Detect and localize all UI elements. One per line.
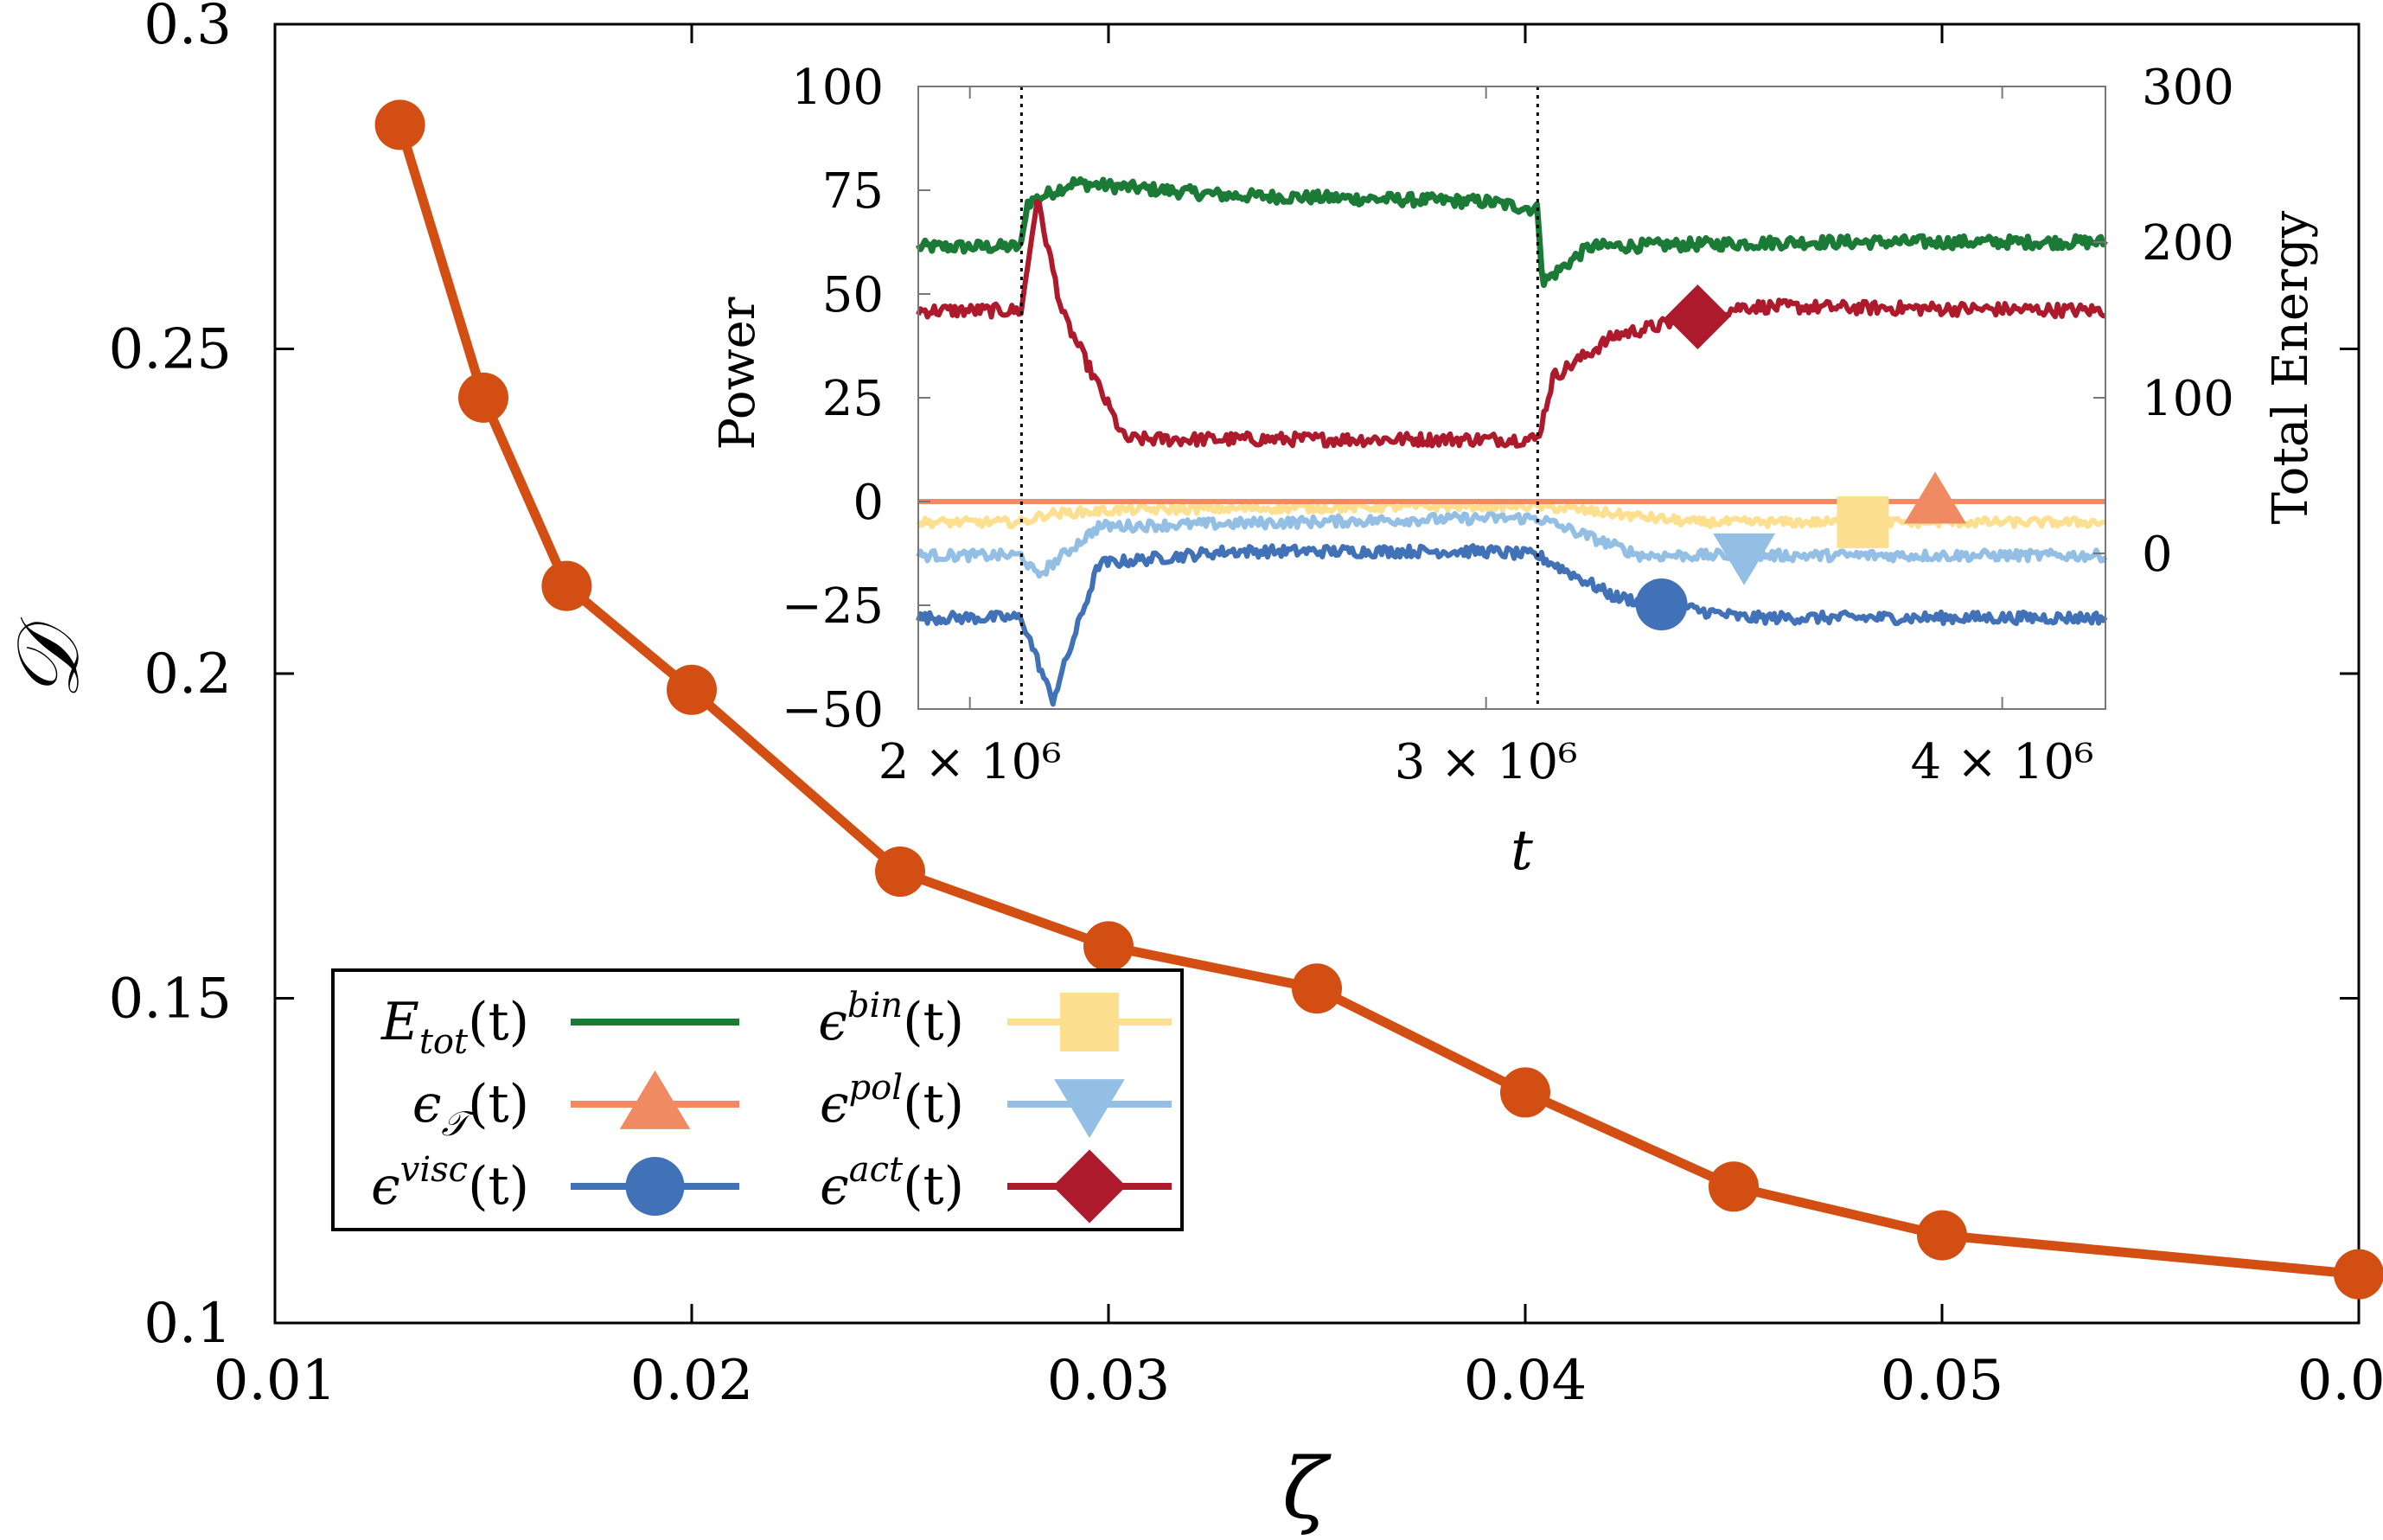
legend-items: Etot(t)ϵ𝒯(t)ϵvisc(t)ϵbin(t)ϵpol(t)ϵact(t… xyxy=(371,986,1172,1224)
main-data-point xyxy=(1500,1067,1550,1118)
main-data-point xyxy=(1292,963,1342,1014)
main-x-axis-label: ζ xyxy=(1282,1441,1332,1537)
main-data-point xyxy=(1083,921,1134,972)
legend-marker xyxy=(1054,1079,1125,1139)
main-data-point xyxy=(1709,1161,1759,1212)
inset-y-ticks: −50 −25 0 25 50 75 100 xyxy=(782,60,930,738)
legend-marker xyxy=(1052,1149,1127,1224)
legend-label-arg: (t) xyxy=(468,992,529,1052)
legend-marker xyxy=(1060,993,1119,1051)
main-x-tick-label: 0.04 xyxy=(1464,1349,1588,1413)
legend-label: ϵ𝒯(t) xyxy=(412,1074,529,1144)
main-data-point xyxy=(875,847,925,898)
legend-label-main: ϵ xyxy=(371,1156,400,1217)
legend-label-arg: (t) xyxy=(903,1074,964,1134)
legend: Etot(t)ϵ𝒯(t)ϵvisc(t)ϵbin(t)ϵpol(t)ϵact(t… xyxy=(331,968,1184,1231)
main-x-tick-label: 0.05 xyxy=(1881,1349,2004,1413)
legend-label-arg: (t) xyxy=(468,1156,529,1217)
main-y-ticks: 0.1 0.15 0.2 0.25 0.3 xyxy=(109,0,2359,1356)
legend-label: ϵbin(t) xyxy=(818,986,964,1052)
legend-label-superscript: bin xyxy=(847,986,903,1026)
inset-y2-ticks: 0 100 200 300 xyxy=(2093,60,2234,583)
inset-x-tick-label: 2 × 10⁶ xyxy=(878,734,1062,790)
legend-label-main: ϵ xyxy=(412,1074,442,1134)
legend-label-main: ϵ xyxy=(820,1156,849,1217)
legend-label: ϵact(t) xyxy=(820,1150,964,1217)
main-data-point xyxy=(1917,1210,1967,1261)
inset-series-marker xyxy=(1904,471,1967,524)
main-x-tick-label: 0.01 xyxy=(214,1349,337,1413)
main-series xyxy=(374,99,2383,1300)
legend-marker xyxy=(625,1157,685,1216)
main-x-ticks: 0.01 0.02 0.03 0.04 0.05 0.06 xyxy=(214,24,2383,1413)
inset-series-line xyxy=(915,176,2108,288)
main-y-axis-label: 𝒟 xyxy=(0,617,99,700)
inset-y-tick-label: 50 xyxy=(822,267,884,323)
main-data-point xyxy=(541,560,592,611)
inset-event-lines xyxy=(1019,86,1539,709)
main-y-tick-label: 0.2 xyxy=(144,642,232,706)
inset-y-tick-label: 75 xyxy=(822,163,884,220)
inset-y2-tick-label: 200 xyxy=(2142,215,2234,272)
inset-series xyxy=(915,176,2108,707)
inset-y2-axis-label: Total Energy xyxy=(2263,210,2319,524)
inset-series-marker xyxy=(1635,578,1688,631)
legend-label: ϵvisc(t) xyxy=(371,1150,529,1217)
inset-plot: 2 × 10⁶ 3 × 10⁶ 4 × 10⁶ −50 −25 0 25 50 75 100 0… xyxy=(710,60,2319,883)
inset-x-tick-label: 3 × 10⁶ xyxy=(1395,734,1578,790)
inset-series-marker xyxy=(1837,496,1889,548)
main-data-point xyxy=(374,99,425,150)
inset-y-tick-label: −50 xyxy=(782,682,884,738)
legend-label-main: ϵ xyxy=(818,992,847,1052)
legend-label-superscript: pol xyxy=(849,1068,903,1108)
inset-y-tick-label: 100 xyxy=(791,60,884,116)
inset-x-ticks: 2 × 10⁶ 3 × 10⁶ 4 × 10⁶ xyxy=(878,86,2094,790)
inset-series-marker xyxy=(1664,284,1730,349)
inset-y-tick-label: 25 xyxy=(822,371,884,427)
inset-series-line xyxy=(916,510,2108,579)
inset-series-marker xyxy=(1713,533,1776,585)
legend-label-arg: (t) xyxy=(468,1074,529,1134)
main-y-tick-label: 0.15 xyxy=(109,968,233,1032)
main-y-tick-label: 0.1 xyxy=(144,1292,232,1356)
legend-label: ϵpol(t) xyxy=(820,1068,964,1134)
legend-label-subscript: tot xyxy=(419,1022,469,1062)
legend-box xyxy=(331,968,1184,1231)
legend-label-arg: (t) xyxy=(903,992,964,1052)
main-data-point xyxy=(667,664,717,715)
main-y-tick-label: 0.3 xyxy=(144,0,232,57)
inset-x-axis-label: t xyxy=(1511,819,1533,883)
legend-label-superscript: act xyxy=(849,1150,904,1190)
inset-y-axis-label: Power xyxy=(710,297,766,450)
main-data-point xyxy=(2334,1249,2383,1300)
inset-y-tick-label: 0 xyxy=(853,475,884,531)
legend-label: Etot(t) xyxy=(380,992,529,1062)
inset-series-line xyxy=(916,543,2108,707)
inset-y-tick-label: −25 xyxy=(782,578,884,635)
inset-y2-tick-label: 0 xyxy=(2142,527,2173,583)
inset-series-line xyxy=(916,199,2106,449)
inset-y2-tick-label: 100 xyxy=(2142,371,2234,427)
main-x-tick-label: 0.02 xyxy=(630,1349,754,1413)
main-y-tick-label: 0.25 xyxy=(109,318,233,382)
main-x-tick-label: 0.06 xyxy=(2297,1349,2383,1413)
main-x-tick-label: 0.03 xyxy=(1047,1349,1171,1413)
legend-label-superscript: visc xyxy=(400,1150,468,1190)
legend-label-main: E xyxy=(380,992,419,1052)
main-data-point xyxy=(458,372,508,423)
legend-label-main: ϵ xyxy=(820,1074,849,1134)
inset-y2-tick-label: 300 xyxy=(2142,60,2234,116)
inset-x-tick-label: 4 × 10⁶ xyxy=(1911,734,2094,790)
legend-label-arg: (t) xyxy=(903,1156,964,1217)
legend-marker xyxy=(619,1070,691,1129)
